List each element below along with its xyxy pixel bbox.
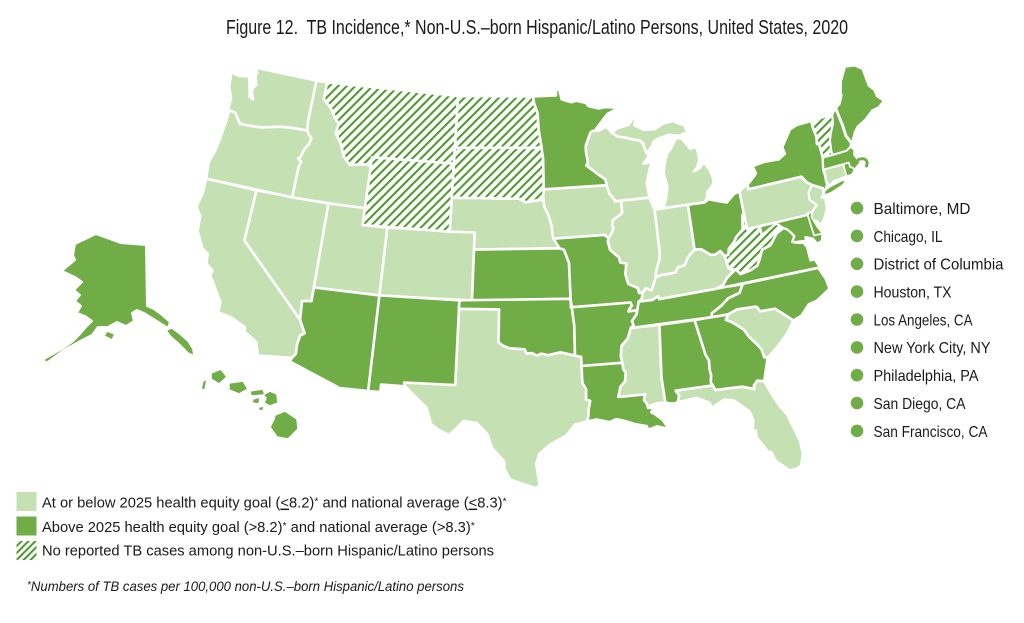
svg-text:San Diego, CA: San Diego, CA — [874, 396, 966, 413]
svg-text:New York City, NY: New York City, NY — [874, 340, 991, 357]
svg-text:Above 2025 health equity goal: Above 2025 health equity goal (>8.2)* an… — [42, 520, 475, 536]
svg-text:Baltimore, MD: Baltimore, MD — [874, 201, 971, 218]
svg-text:At or below 2025 health equity: At or below 2025 health equity goal (<8.… — [42, 495, 507, 511]
svg-text:Figure 12. TB Incidence,* Non: Figure 12. TB Incidence,* Non-U.S.–born … — [226, 17, 848, 39]
svg-text:Philadelphia, PA: Philadelphia, PA — [874, 368, 979, 385]
svg-text:Houston, TX: Houston, TX — [874, 285, 952, 302]
svg-text:Los Angeles, CA: Los Angeles, CA — [874, 312, 973, 329]
svg-text:Chicago, IL: Chicago, IL — [874, 229, 943, 246]
svg-text:No reported TB cases among non: No reported TB cases among non-U.S.–born… — [42, 544, 494, 560]
svg-text:San Francisco, CA: San Francisco, CA — [874, 424, 988, 441]
svg-text:*Numbers of TB cases per 100,0: *Numbers of TB cases per 100,000 non-U.S… — [27, 579, 464, 595]
svg-text:District of Columbia: District of Columbia — [874, 257, 1004, 274]
